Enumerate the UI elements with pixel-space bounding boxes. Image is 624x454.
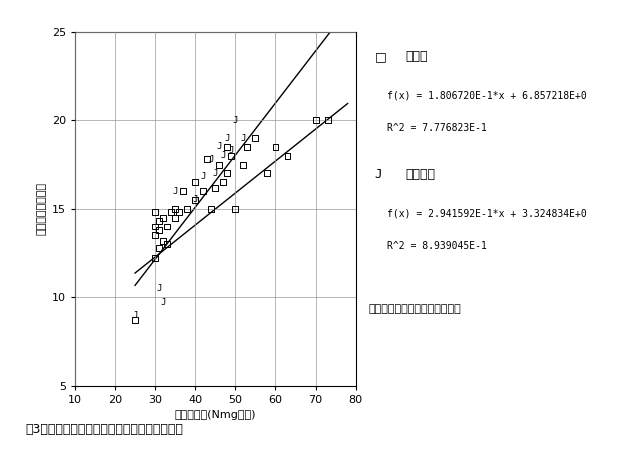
Text: R^2 = 8.939045E-1: R^2 = 8.939045E-1 [387,241,487,251]
Point [170,214,180,222]
Text: J: J [228,146,234,155]
X-axis label: 窒素含有量(Nmg／株): 窒素含有量(Nmg／株) [175,410,256,420]
Text: J: J [172,187,178,196]
Point [154,244,164,252]
Point [198,188,208,195]
Text: f(x) = 2.941592E-1*x + 3.324834E+0: f(x) = 2.941592E-1*x + 3.324834E+0 [387,209,587,219]
Point [158,237,168,244]
Text: 同化窒素: 同化窒素 [406,168,436,181]
Point [190,178,200,186]
Point [222,143,232,151]
Text: J: J [217,143,222,151]
Point [154,217,164,225]
Text: J: J [241,133,246,143]
Point [283,152,293,159]
Point [242,143,252,151]
Point [130,317,140,324]
Point [250,134,260,142]
Point [166,209,176,216]
Point [154,227,164,234]
Point [222,170,232,177]
Text: J: J [221,151,226,160]
Point [238,161,248,168]
Point [182,205,192,212]
Text: J: J [213,169,218,178]
Point [214,161,224,168]
Text: 同化窒素＝全窒素－硝酸態窒素: 同化窒素＝全窒素－硝酸態窒素 [368,304,461,314]
Point [150,223,160,230]
Text: J: J [132,311,138,320]
Point [202,156,212,163]
Point [150,232,160,239]
Point [227,152,236,159]
Text: J: J [200,173,206,182]
Point [270,143,280,151]
Text: J: J [193,196,198,204]
Text: R^2 = 7.776823E-1: R^2 = 7.776823E-1 [387,123,487,133]
Point [218,178,228,186]
Point [207,205,217,212]
Text: J: J [160,298,166,307]
Text: J: J [233,116,238,125]
Text: J: J [225,133,230,143]
Text: □: □ [374,50,386,63]
Point [150,209,160,216]
Point [178,188,188,195]
Point [162,241,172,248]
Point [230,205,240,212]
Point [323,117,333,124]
Point [311,117,321,124]
Text: J: J [157,284,162,293]
Point [150,255,160,262]
Point [263,170,273,177]
Text: J: J [208,155,214,164]
Point [158,214,168,222]
Point [170,205,180,212]
Text: f(x) = 1.806720E-1*x + 6.857218E+0: f(x) = 1.806720E-1*x + 6.857218E+0 [387,91,587,101]
Point [190,196,200,203]
Point [174,209,184,216]
Y-axis label: 举物重（ｇ／株）: 举物重（ｇ／株） [36,183,46,235]
Text: J: J [374,168,382,181]
Point [162,223,172,230]
Text: 図3　トマト举物重と全窒素・同化窒素の相関: 図3 トマト举物重と全窒素・同化窒素の相関 [25,423,183,436]
Text: 全窒素: 全窒素 [406,50,428,63]
Point [210,184,220,191]
